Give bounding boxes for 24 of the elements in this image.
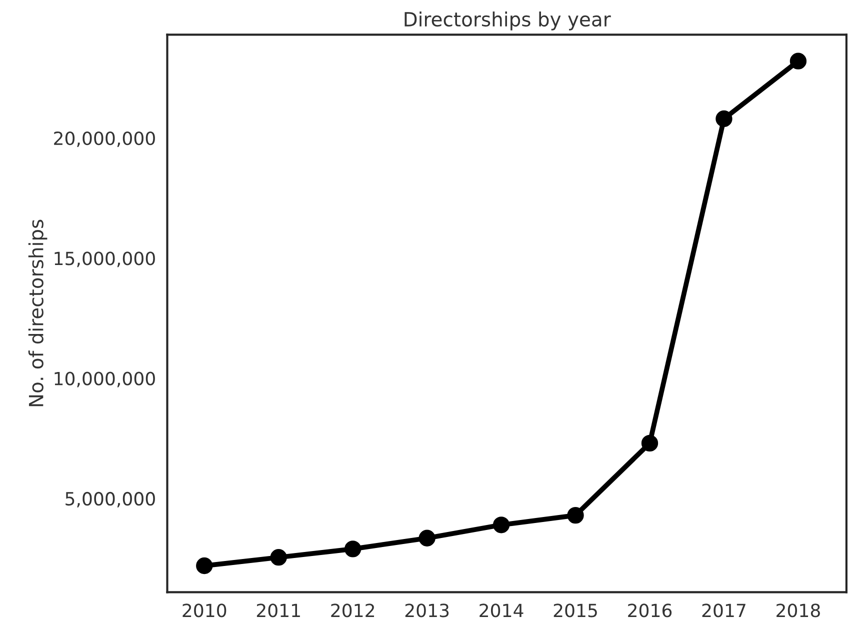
x-tick-label: 2016 (628, 604, 672, 618)
x-tick-label: 2017 (702, 604, 746, 618)
chart-title: Directorships by year (404, 12, 611, 30)
point (418, 530, 436, 546)
point (270, 549, 287, 566)
x-tick-label: 2018 (776, 604, 820, 618)
point (567, 506, 584, 524)
x-tick-label: 2010 (182, 604, 226, 618)
y-tick-label: 20,000,000 (54, 131, 155, 147)
y-tick-label: 10,000,000 (54, 372, 155, 388)
x-tick-label: 2014 (480, 604, 524, 618)
y-axis-title: No. of directorships (28, 220, 48, 406)
y-tick-label: 5,000,000 (66, 492, 155, 508)
point (790, 52, 807, 70)
x-tick-label: 2015 (554, 604, 597, 618)
y-tick-label: 15,000,000 (54, 252, 155, 268)
point (716, 110, 732, 128)
x-tick-label: 2011 (256, 604, 300, 618)
point (492, 516, 510, 534)
point (196, 557, 213, 574)
x-tick-label: 2013 (405, 604, 449, 618)
x-tick-label: 2012 (331, 604, 374, 618)
point (344, 540, 362, 558)
point (641, 434, 658, 452)
